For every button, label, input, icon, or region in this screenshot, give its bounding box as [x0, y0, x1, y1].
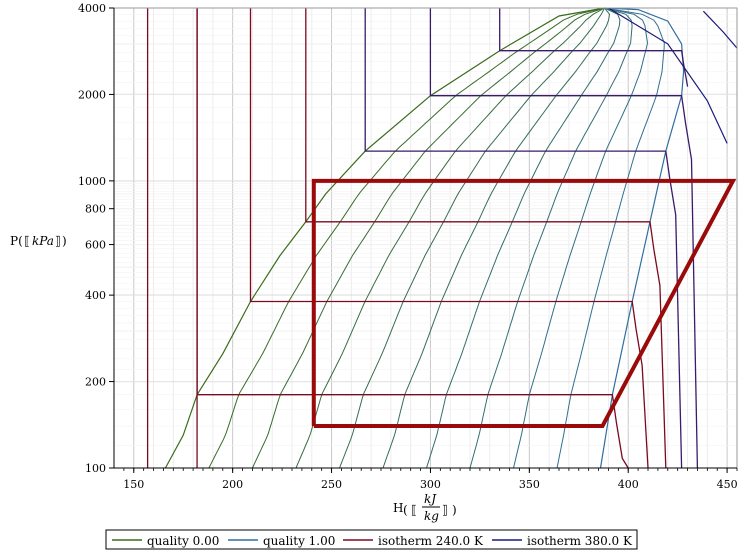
- y-tick-label: 100: [85, 462, 106, 475]
- legend-label-isotherm-380: isotherm 380.0 K: [527, 534, 633, 548]
- x-axis-unit-denominator: kg: [424, 509, 439, 523]
- legend-label-quality-1: quality 1.00: [263, 534, 335, 548]
- x-tick-label: 300: [420, 478, 441, 491]
- x-tick-label: 400: [618, 478, 639, 491]
- y-tick-label: 2000: [78, 88, 106, 101]
- quality-line: [295, 7, 605, 469]
- isotherm-line: [249, 8, 649, 469]
- y-tick-label: 600: [85, 239, 106, 252]
- quality-line: [251, 7, 605, 469]
- isotherm-hot-line: [702, 10, 738, 49]
- axes: 150 200 250 300 350 400 450 100 200 400 600 800 1000…: [78, 2, 738, 491]
- cycle-path: [311, 178, 737, 428]
- svg-text:): ): [452, 503, 457, 517]
- y-tick-label: 1000: [78, 175, 106, 188]
- quality-line: [513, 7, 649, 469]
- svg-text:): ): [62, 234, 67, 248]
- quality-line: [208, 7, 605, 469]
- quality-line: [339, 7, 605, 469]
- quality-line: [469, 7, 633, 469]
- isotherm-line: [429, 8, 699, 469]
- svg-text:⟧: ⟧: [442, 503, 448, 517]
- y-tick-label: 200: [85, 376, 106, 389]
- isotherm-line: [364, 8, 683, 469]
- x-tick-label: 250: [321, 478, 342, 491]
- y-tick-label: 4000: [78, 2, 106, 15]
- isotherm-hot-line: [608, 7, 728, 144]
- svg-text:P(: P(: [10, 234, 23, 248]
- grid: [113, 7, 737, 469]
- svg-text:(: (: [403, 503, 408, 517]
- y-tick-label: 400: [85, 289, 106, 302]
- legend-label-isotherm-240: isotherm 240.0 K: [378, 534, 484, 548]
- quality-line: [556, 7, 665, 469]
- legend-label-quality-0: quality 0.00: [147, 534, 219, 548]
- x-tick-label: 450: [717, 478, 738, 491]
- y-axis-title: P( ⟦ kPa ⟧ ): [10, 234, 67, 248]
- quality-line: [382, 7, 611, 469]
- x-tick-label: 150: [123, 478, 144, 491]
- svg-text:⟦: ⟦: [24, 234, 30, 248]
- y-axis-unit: kPa: [32, 234, 54, 248]
- isotherm-line: [196, 8, 629, 469]
- x-tick-label: 350: [519, 478, 540, 491]
- isotherm-line: [499, 8, 689, 87]
- saturated-vapor-curve: [599, 7, 685, 469]
- x-axis-unit-numerator: kJ: [424, 492, 437, 506]
- x-tick-label: 200: [222, 478, 243, 491]
- svg-text:H: H: [393, 501, 403, 515]
- curves: [146, 7, 738, 469]
- quality-line: [426, 7, 621, 469]
- y-tick-label: 800: [85, 203, 106, 216]
- legend: quality 0.00 quality 1.00 isotherm 240.0…: [105, 529, 638, 550]
- svg-text:⟦: ⟦: [411, 503, 417, 517]
- svg-text:⟧: ⟧: [55, 234, 61, 248]
- x-axis-title: H ( ⟦ kJ kg ⟧ ): [393, 492, 457, 523]
- saturated-liquid-curve: [164, 7, 605, 469]
